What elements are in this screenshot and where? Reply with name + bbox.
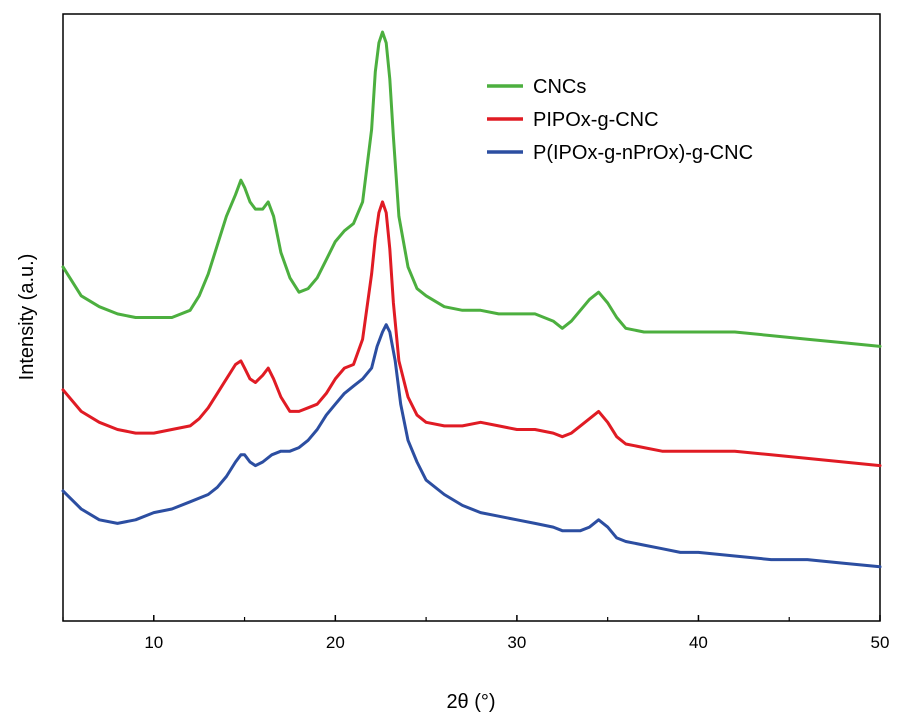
legend-label: CNCs [533,76,586,98]
x-tick-label: 30 [507,633,526,652]
x-tick-label: 10 [144,633,163,652]
series-layer [61,30,882,569]
x-tick-label: 50 [871,633,890,652]
legend-label: PIPOx-g-CNC [533,109,659,131]
plot-frame [62,13,881,622]
y-axis-title: Intensity (a.u.) [16,254,38,381]
x-axis-ticks: 10 20 30 40 50 [62,615,890,652]
x-tick-label: 40 [689,633,708,652]
series-line-3 [61,323,882,569]
legend: CNCs PIPOx-g-CNC P(IPOx-g-nPrOx)-g-CNC [487,76,753,164]
series-line-2 [61,200,882,468]
legend-label: P(IPOx-g-nPrOx)-g-CNC [533,142,753,164]
series-line-1 [61,30,882,348]
x-tick-label: 20 [326,633,345,652]
x-axis-title: 2θ (°) [446,691,495,713]
